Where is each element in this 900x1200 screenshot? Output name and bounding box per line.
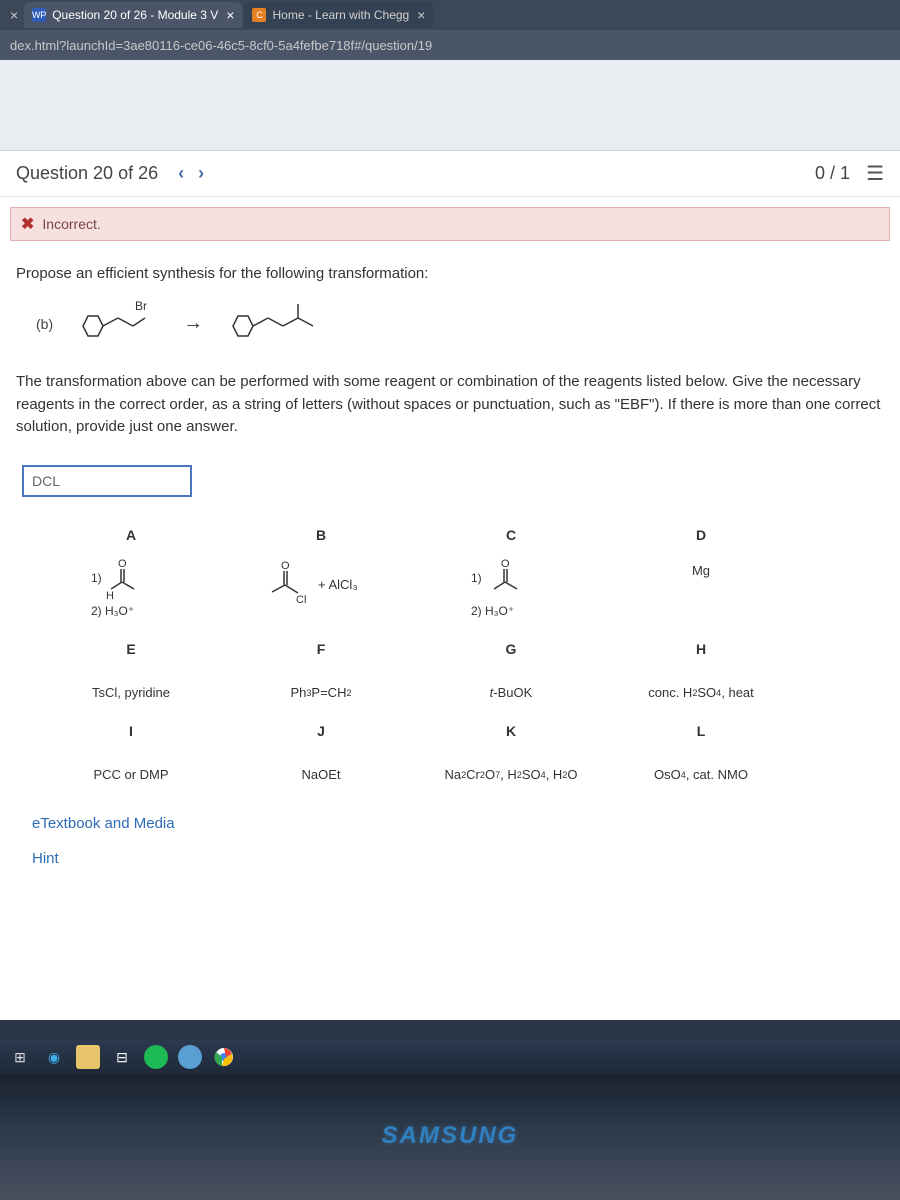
svg-text:1): 1) bbox=[91, 571, 102, 585]
reagent-letter: H bbox=[606, 641, 796, 657]
explanation-text: The transformation above can be performe… bbox=[16, 371, 884, 439]
svg-text:Cl: Cl bbox=[296, 594, 306, 606]
reagent-j: NaOEt bbox=[226, 765, 416, 785]
score-label: 0 / 1 bbox=[815, 163, 850, 184]
reaction-scheme: (b) Br → bbox=[36, 296, 884, 351]
chrome-icon[interactable] bbox=[212, 1045, 236, 1069]
tab-chegg[interactable]: C Home - Learn with Chegg × bbox=[244, 2, 433, 28]
prev-question-button[interactable]: ‹ bbox=[178, 163, 184, 184]
svg-text:Br: Br bbox=[135, 299, 147, 313]
answer-input[interactable] bbox=[22, 465, 192, 497]
structure-start-icon: Br bbox=[73, 296, 163, 351]
reagent-h: conc. H2SO4, heat bbox=[606, 683, 796, 703]
file-explorer-icon[interactable] bbox=[76, 1045, 100, 1069]
question-header: Question 20 of 26 ‹ › 0 / 1 ☰ bbox=[0, 151, 900, 197]
browser-tab-strip: × WP Question 20 of 26 - Module 3 V × C … bbox=[0, 0, 900, 30]
reagent-letter: K bbox=[416, 723, 606, 739]
svg-text:O: O bbox=[118, 558, 127, 570]
svg-text:2) H₃O⁺: 2) H₃O⁺ bbox=[91, 604, 134, 618]
tab-title: Home - Learn with Chegg bbox=[272, 8, 409, 22]
reagent-letter: I bbox=[36, 723, 226, 739]
arrow-icon: → bbox=[183, 312, 203, 335]
page-content: Question 20 of 26 ‹ › 0 / 1 ☰ ✖ Incorrec… bbox=[0, 60, 900, 1020]
reagent-d: Mg bbox=[606, 557, 796, 617]
prompt-text: Propose an efficient synthesis for the f… bbox=[16, 265, 884, 282]
x-icon: ✖ bbox=[21, 214, 34, 234]
svg-text:H: H bbox=[106, 590, 114, 602]
reagent-letter: D bbox=[606, 527, 796, 543]
store-icon[interactable]: ⊟ bbox=[110, 1045, 134, 1069]
question-title: Question 20 of 26 bbox=[16, 163, 158, 184]
next-question-button[interactable]: › bbox=[198, 163, 204, 184]
reagent-letter: C bbox=[416, 527, 606, 543]
url-bar[interactable]: dex.html?launchId=3ae80116-ce06-46c5-8cf… bbox=[0, 30, 900, 60]
question-body: Propose an efficient synthesis for the f… bbox=[0, 241, 900, 901]
reagent-a: 1) O H 2) H₃O⁺ bbox=[36, 557, 226, 627]
reagent-e: TsCl, pyridine bbox=[36, 683, 226, 703]
reagent-letter: E bbox=[36, 641, 226, 657]
incorrect-banner: ✖ Incorrect. bbox=[10, 207, 890, 241]
reagent-l: OsO4, cat. NMO bbox=[606, 765, 796, 785]
windows-taskbar: ⊞ ◉ ⊟ bbox=[0, 1039, 900, 1075]
samsung-logo: SAMSUNG bbox=[382, 1122, 519, 1150]
hint-link[interactable]: Hint bbox=[32, 850, 884, 867]
svg-text:1): 1) bbox=[471, 571, 482, 585]
reagent-letter: L bbox=[606, 723, 796, 739]
reagent-letter: F bbox=[226, 641, 416, 657]
tab-title: Question 20 of 26 - Module 3 V bbox=[52, 8, 218, 22]
svg-text:2) H₃O⁺: 2) H₃O⁺ bbox=[471, 604, 514, 618]
spotify-icon[interactable] bbox=[144, 1045, 168, 1069]
tab-favicon-icon: WP bbox=[32, 8, 46, 22]
tab-favicon-icon: C bbox=[252, 8, 266, 22]
reagent-grid: A B C D 1) O H bbox=[36, 527, 884, 791]
incorrect-label: Incorrect. bbox=[42, 216, 100, 232]
etextbook-link[interactable]: eTextbook and Media bbox=[32, 815, 884, 832]
url-text: dex.html?launchId=3ae80116-ce06-46c5-8cf… bbox=[10, 38, 432, 53]
reagent-letter: J bbox=[226, 723, 416, 739]
svg-text:O: O bbox=[501, 558, 510, 570]
reagent-i: PCC or DMP bbox=[36, 765, 226, 785]
structure-product-icon bbox=[223, 296, 333, 351]
svg-text:+ AlCl₃: + AlCl₃ bbox=[318, 577, 358, 592]
reagent-b: O Cl + AlCl₃ bbox=[226, 557, 416, 627]
part-label: (b) bbox=[36, 316, 53, 332]
reagent-letter: B bbox=[226, 527, 416, 543]
tab-question[interactable]: WP Question 20 of 26 - Module 3 V × bbox=[24, 2, 242, 28]
reagent-f: Ph3P=CH2 bbox=[226, 683, 416, 703]
close-icon[interactable]: × bbox=[226, 7, 234, 23]
close-icon[interactable]: × bbox=[417, 7, 425, 23]
reagent-letter: G bbox=[416, 641, 606, 657]
tab-close-prev[interactable]: × bbox=[10, 7, 18, 23]
reagent-c: 1) O 2) H₃O⁺ bbox=[416, 557, 606, 627]
task-view-icon[interactable]: ⊞ bbox=[8, 1045, 32, 1069]
reagent-g: t-BuOK bbox=[416, 683, 606, 703]
app-icon[interactable] bbox=[178, 1045, 202, 1069]
edge-icon[interactable]: ◉ bbox=[42, 1045, 66, 1069]
reagent-letter: A bbox=[36, 527, 226, 543]
svg-text:O: O bbox=[281, 560, 290, 572]
menu-list-icon[interactable]: ☰ bbox=[866, 161, 884, 186]
reagent-k: Na2Cr2O7, H2SO4, H2O bbox=[416, 765, 606, 785]
